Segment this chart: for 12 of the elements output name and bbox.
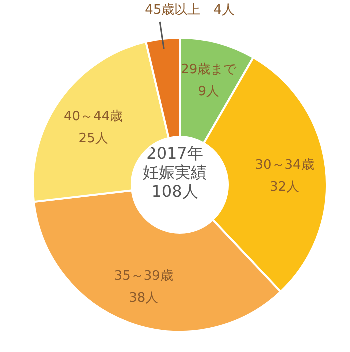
slice-label: 45歳以上: [145, 3, 201, 18]
text: 108人: [150, 182, 200, 201]
slice-label: 29歳まで: [181, 62, 238, 78]
slice-label: 30～34歳: [255, 158, 314, 173]
slice-label: 35～39歳: [114, 269, 174, 284]
data-label: 25人: [78, 131, 108, 146]
data-label: 9人: [198, 84, 220, 100]
data-label: 38人: [129, 291, 159, 306]
text: 2017年妊娠実績: [142, 144, 208, 182]
data-label: 4人: [214, 3, 236, 18]
data-label: 32人: [270, 180, 300, 195]
slice-label: 40～44歳: [64, 109, 124, 124]
